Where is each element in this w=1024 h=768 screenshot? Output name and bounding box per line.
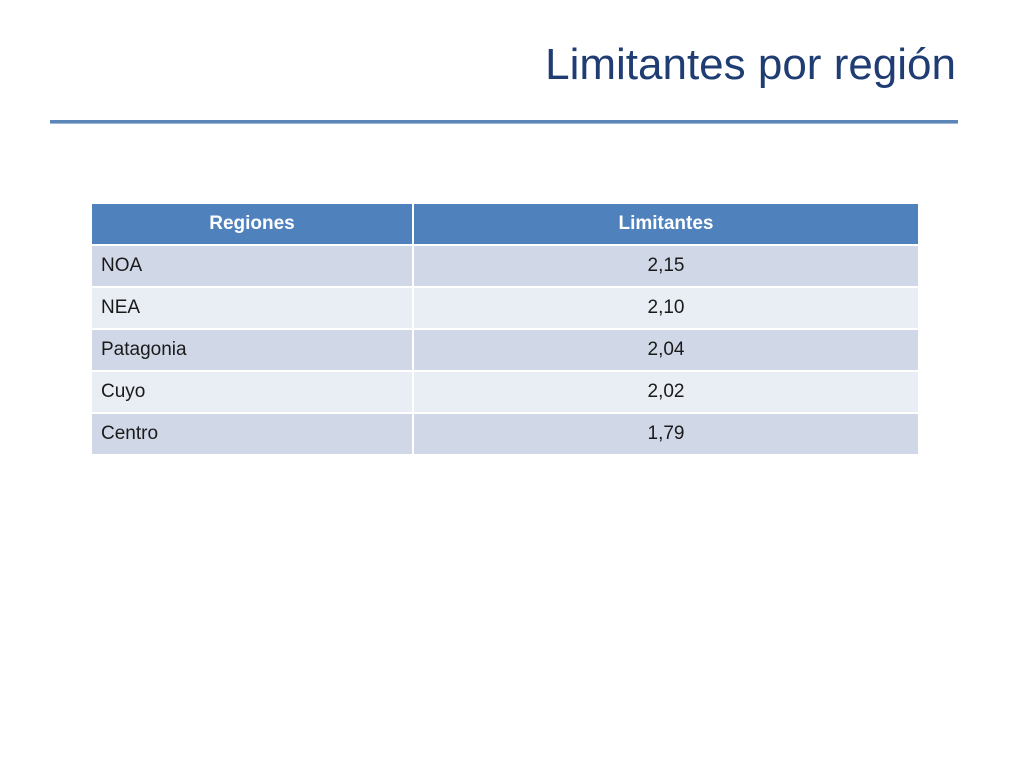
table-row: Centro 1,79 [90, 412, 920, 456]
region-cell: Cuyo [90, 370, 414, 414]
region-cell: NOA [90, 244, 414, 288]
value-cell: 1,79 [412, 412, 920, 456]
table-header-row: Regiones Limitantes [90, 202, 920, 246]
title-divider [50, 120, 958, 124]
value-cell: 2,10 [412, 286, 920, 330]
table-row: NEA 2,10 [90, 286, 920, 330]
header-regiones: Regiones [90, 202, 414, 246]
value-cell: 2,02 [412, 370, 920, 414]
region-cell: Patagonia [90, 328, 414, 372]
region-cell: NEA [90, 286, 414, 330]
slide-title: Limitantes por región [545, 40, 956, 89]
header-limitantes: Limitantes [412, 202, 920, 246]
value-cell: 2,15 [412, 244, 920, 288]
table-row: Cuyo 2,02 [90, 370, 920, 414]
region-cell: Centro [90, 412, 414, 456]
value-cell: 2,04 [412, 328, 920, 372]
table-row: NOA 2,15 [90, 244, 920, 288]
region-limitantes-table: Regiones Limitantes NOA 2,15 NEA 2,10 Pa… [90, 202, 920, 456]
table-row: Patagonia 2,04 [90, 328, 920, 372]
